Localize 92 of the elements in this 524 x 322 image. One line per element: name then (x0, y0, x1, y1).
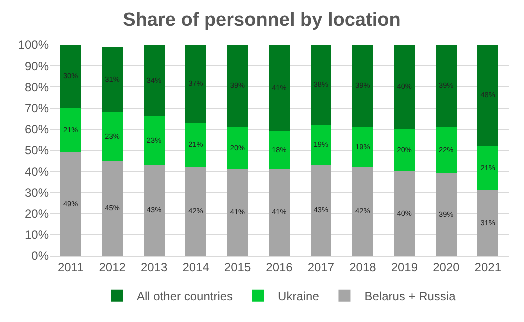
data-label: 39% (438, 210, 454, 219)
y-tick-label: 10% (24, 228, 50, 242)
bar (227, 127, 248, 170)
data-label: 39% (356, 81, 371, 90)
data-label: 49% (63, 199, 79, 208)
bar (394, 45, 416, 130)
bar (352, 167, 374, 256)
bar (227, 45, 248, 128)
y-tick-label: 100% (18, 38, 50, 52)
y-tick-label: 80% (24, 80, 50, 94)
x-tick-label: 2021 (474, 260, 502, 274)
bar (227, 169, 248, 256)
bar (144, 165, 165, 256)
bar (269, 132, 290, 170)
data-label: 21% (188, 140, 204, 150)
data-label: 21% (63, 125, 79, 134)
bar (436, 45, 457, 128)
data-label: 45% (105, 204, 120, 213)
legend-label: All other countries (137, 290, 234, 304)
data-label: 41% (272, 83, 288, 92)
data-label: 42% (356, 206, 371, 216)
bar (310, 165, 332, 256)
bar (269, 45, 290, 132)
data-label: 20% (397, 146, 412, 155)
data-label: 42% (188, 206, 204, 216)
legend-label: Belarus + Russia (364, 290, 456, 304)
y-tick-label: 20% (24, 207, 50, 221)
bar (478, 190, 499, 256)
data-label: 30% (63, 72, 79, 81)
y-tick-label: 60% (24, 122, 50, 137)
bar (186, 167, 206, 256)
data-label: 41% (272, 208, 288, 217)
bar (102, 112, 124, 162)
bar (60, 152, 82, 256)
x-tick-label: 2016 (266, 260, 294, 274)
y-tick-label: 70% (24, 102, 50, 116)
data-label: 21% (480, 163, 496, 172)
data-label: 23% (146, 136, 162, 146)
bar (310, 125, 332, 166)
bar (186, 45, 206, 124)
data-label: 39% (230, 81, 246, 90)
x-tick-label: 2011 (58, 260, 84, 274)
bar (394, 129, 416, 172)
data-label: 39% (438, 81, 454, 90)
bar (144, 116, 165, 166)
data-label: 19% (314, 140, 329, 150)
x-tick-label: 2012 (99, 260, 126, 274)
x-tick-label: 2019 (391, 260, 418, 274)
y-tick-label: 90% (24, 59, 50, 74)
y-tick-label: 30% (24, 186, 50, 200)
y-tick-label: 0% (32, 249, 50, 264)
bar (310, 45, 332, 126)
data-label: 43% (314, 206, 329, 215)
data-label: 43% (146, 206, 162, 215)
legend-label: Ukraine (278, 290, 320, 304)
x-tick-label: 2015 (224, 260, 252, 274)
x-tick-label: 2013 (140, 260, 168, 274)
bar (352, 45, 374, 128)
bar (478, 146, 499, 191)
x-tick-label: 2018 (350, 260, 377, 274)
data-label: 40% (397, 208, 412, 218)
y-tick-label: 50% (24, 144, 50, 158)
x-tick-label: 2014 (182, 260, 210, 274)
bar (352, 127, 374, 168)
x-tick-label: 2017 (308, 260, 335, 274)
bar (102, 161, 124, 256)
bar (144, 45, 165, 117)
bar (60, 108, 82, 153)
bar (436, 127, 457, 174)
bar (60, 45, 82, 108)
bar (186, 123, 206, 168)
bar (394, 172, 416, 256)
data-label: 41% (230, 208, 246, 217)
chart-title: Share of personnel by location (123, 10, 401, 32)
data-label: 31% (480, 218, 496, 228)
data-label: 19% (356, 142, 371, 152)
data-label: 18% (272, 146, 288, 155)
data-label: 34% (146, 76, 162, 85)
data-label: 37% (188, 79, 204, 88)
data-label: 31% (105, 74, 120, 84)
y-tick-label: 40% (24, 164, 50, 179)
data-label: 22% (438, 146, 454, 155)
x-tick-label: 2020 (433, 260, 460, 274)
data-label: 40% (397, 82, 412, 92)
data-label: 20% (230, 143, 246, 152)
bar (436, 174, 457, 256)
data-label: 48% (480, 90, 496, 100)
data-label: 38% (314, 80, 329, 90)
bar (269, 169, 290, 256)
bar (102, 47, 124, 113)
bar (478, 45, 499, 146)
data-label: 23% (105, 132, 120, 141)
